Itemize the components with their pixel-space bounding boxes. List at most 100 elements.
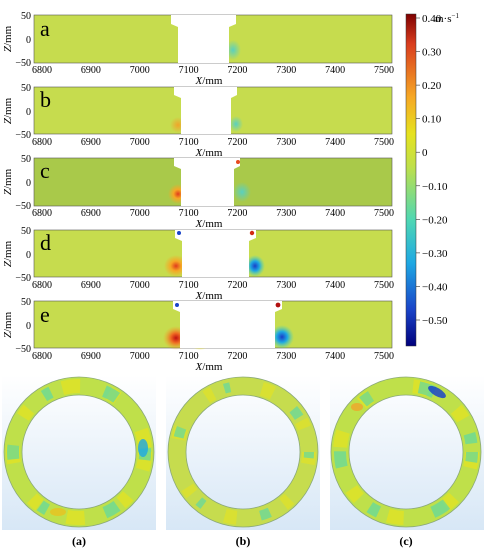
z-tick-label: −50 [15, 130, 31, 141]
ring-caption-c: (c) [399, 534, 412, 548]
x-tick-label: 7200 [227, 137, 247, 148]
x-tick-label: 6900 [81, 137, 101, 148]
x-tick-label: 7300 [276, 280, 296, 291]
z-tick-label: −50 [15, 344, 31, 355]
ring-b [166, 375, 320, 530]
ring-a [2, 375, 156, 530]
panel-c: c [33, 157, 393, 207]
x-tick-label: 7200 [227, 65, 247, 76]
panel-b-letter: b [40, 87, 51, 112]
colorbar-ticks: 0.40 0.30 0.20 0.10 0 −0.10 −0.20 −0.30 −0.40 −0.… [416, 13, 448, 327]
panel-d: d [33, 229, 393, 278]
z-tick-label: 50 [21, 83, 31, 94]
x-tick-label: 7500 [374, 65, 394, 76]
z-axis-title: Z/mm [2, 240, 14, 267]
colorbar-tick-label: 0 [422, 147, 428, 159]
x-tick-label: 7100 [179, 280, 199, 291]
axes-panel-c: 6800 6900 7000 7100 7200 7300 7400 7500 X/mm 50 0 −… [2, 154, 394, 230]
z-tick-label: 50 [21, 226, 31, 237]
z-tick-label: −50 [15, 58, 31, 69]
x-axis-title: X/mm [195, 75, 223, 87]
z-tick-label: 50 [21, 297, 31, 308]
x-tick-label: 7100 [179, 137, 199, 148]
axes-panel-b: 6800 6900 7000 7100 7200 7300 7400 7500 X/mm 50 0 −… [2, 83, 394, 159]
x-tick-label: 6800 [32, 65, 52, 76]
ring-captions: (a) (b) (c) [72, 534, 413, 548]
x-tick-label: 6900 [81, 351, 101, 362]
panel-c-letter: c [40, 158, 50, 183]
z-tick-label: 50 [21, 11, 31, 22]
x-tick-label: 7500 [374, 208, 394, 219]
z-axis-title: Z/mm [2, 311, 14, 338]
x-tick-label: 7200 [227, 280, 247, 291]
x-tick-label: 6800 [32, 137, 52, 148]
ring-caption-b: (b) [236, 534, 251, 548]
x-tick-label: 7400 [325, 137, 345, 148]
x-tick-label: 7000 [130, 351, 150, 362]
axes-panel-d: 6800 6900 7000 7100 7200 7300 7400 7500 X/mm 50 0 −… [2, 226, 394, 302]
x-tick-label: 7100 [179, 65, 199, 76]
z-tick-label: 0 [26, 35, 31, 46]
panel-e: e [33, 300, 393, 350]
x-tick-label: 7500 [374, 351, 394, 362]
x-tick-label: 6900 [81, 208, 101, 219]
colorbar-tick-label: 0.40 [422, 13, 442, 25]
x-tick-label: 7400 [325, 351, 345, 362]
x-tick-label: 7300 [276, 351, 296, 362]
x-tick-label: 7000 [130, 208, 150, 219]
colorbar-tick-label: 0.30 [422, 47, 442, 59]
x-tick-label: 7100 [179, 208, 199, 219]
z-axis-title: Z/mm [2, 97, 14, 124]
panel-d-letter: d [40, 230, 51, 255]
colorbar-tick-label: −0.10 [422, 181, 448, 193]
x-tick-label: 7200 [227, 351, 247, 362]
colorbar: m·s−1 0.40 0.30 0.20 0.10 0 −0.10 −0.20 −0.30 −0… [405, 12, 459, 347]
z-tick-label: 0 [26, 321, 31, 332]
ring-caption-a: (a) [72, 534, 86, 548]
x-tick-label: 7500 [374, 280, 394, 291]
colorbar-tick-label: −0.30 [422, 248, 448, 260]
x-tick-label: 7000 [130, 280, 150, 291]
x-tick-label: 7300 [276, 137, 296, 148]
colorbar-tick-label: −0.50 [422, 315, 448, 327]
z-axis-title: Z/mm [2, 168, 14, 195]
x-tick-label: 7400 [325, 65, 345, 76]
x-tick-label: 6800 [32, 208, 52, 219]
x-tick-label: 6800 [32, 280, 52, 291]
x-axis-title: X/mm [195, 147, 223, 159]
x-axis-title: X/mm [195, 361, 223, 373]
ring-c [330, 375, 484, 530]
z-tick-label: −50 [15, 201, 31, 212]
panel-e-letter: e [40, 302, 50, 327]
x-tick-label: 7300 [276, 208, 296, 219]
colorbar-tick-label: 0.20 [422, 80, 442, 92]
x-tick-label: 7200 [227, 208, 247, 219]
x-tick-label: 7100 [179, 351, 199, 362]
contour-panels: a b c d [33, 14, 393, 350]
panel-a-letter: a [40, 16, 50, 41]
z-tick-label: −50 [15, 273, 31, 284]
axes-panel-e: 6800 6900 7000 7100 7200 7300 7400 7500 X/mm 50 0 −… [2, 297, 394, 373]
panel-axes: 6800 6900 7000 7100 7200 7300 7400 7500 X/mm 50 0 −… [2, 11, 394, 373]
x-tick-label: 6900 [81, 280, 101, 291]
x-tick-label: 7400 [325, 280, 345, 291]
z-tick-label: 50 [21, 154, 31, 165]
colorbar-tick-label: −0.20 [422, 214, 448, 226]
x-tick-label: 7500 [374, 137, 394, 148]
x-tick-label: 7000 [130, 137, 150, 148]
panel-b: b [33, 86, 393, 135]
z-tick-label: 0 [26, 178, 31, 189]
x-tick-label: 7000 [130, 65, 150, 76]
colorbar-unit: m·s−1 [435, 12, 459, 25]
x-tick-label: 7300 [276, 65, 296, 76]
z-tick-label: 0 [26, 107, 31, 118]
x-tick-label: 6900 [81, 65, 101, 76]
panel-a: a [33, 14, 393, 64]
z-tick-label: 0 [26, 250, 31, 261]
ring-images [2, 375, 484, 530]
x-tick-label: 7400 [325, 208, 345, 219]
colorbar-tick-label: −0.40 [422, 281, 448, 293]
colorbar-tick-label: 0.10 [422, 114, 442, 126]
x-tick-label: 6800 [32, 351, 52, 362]
